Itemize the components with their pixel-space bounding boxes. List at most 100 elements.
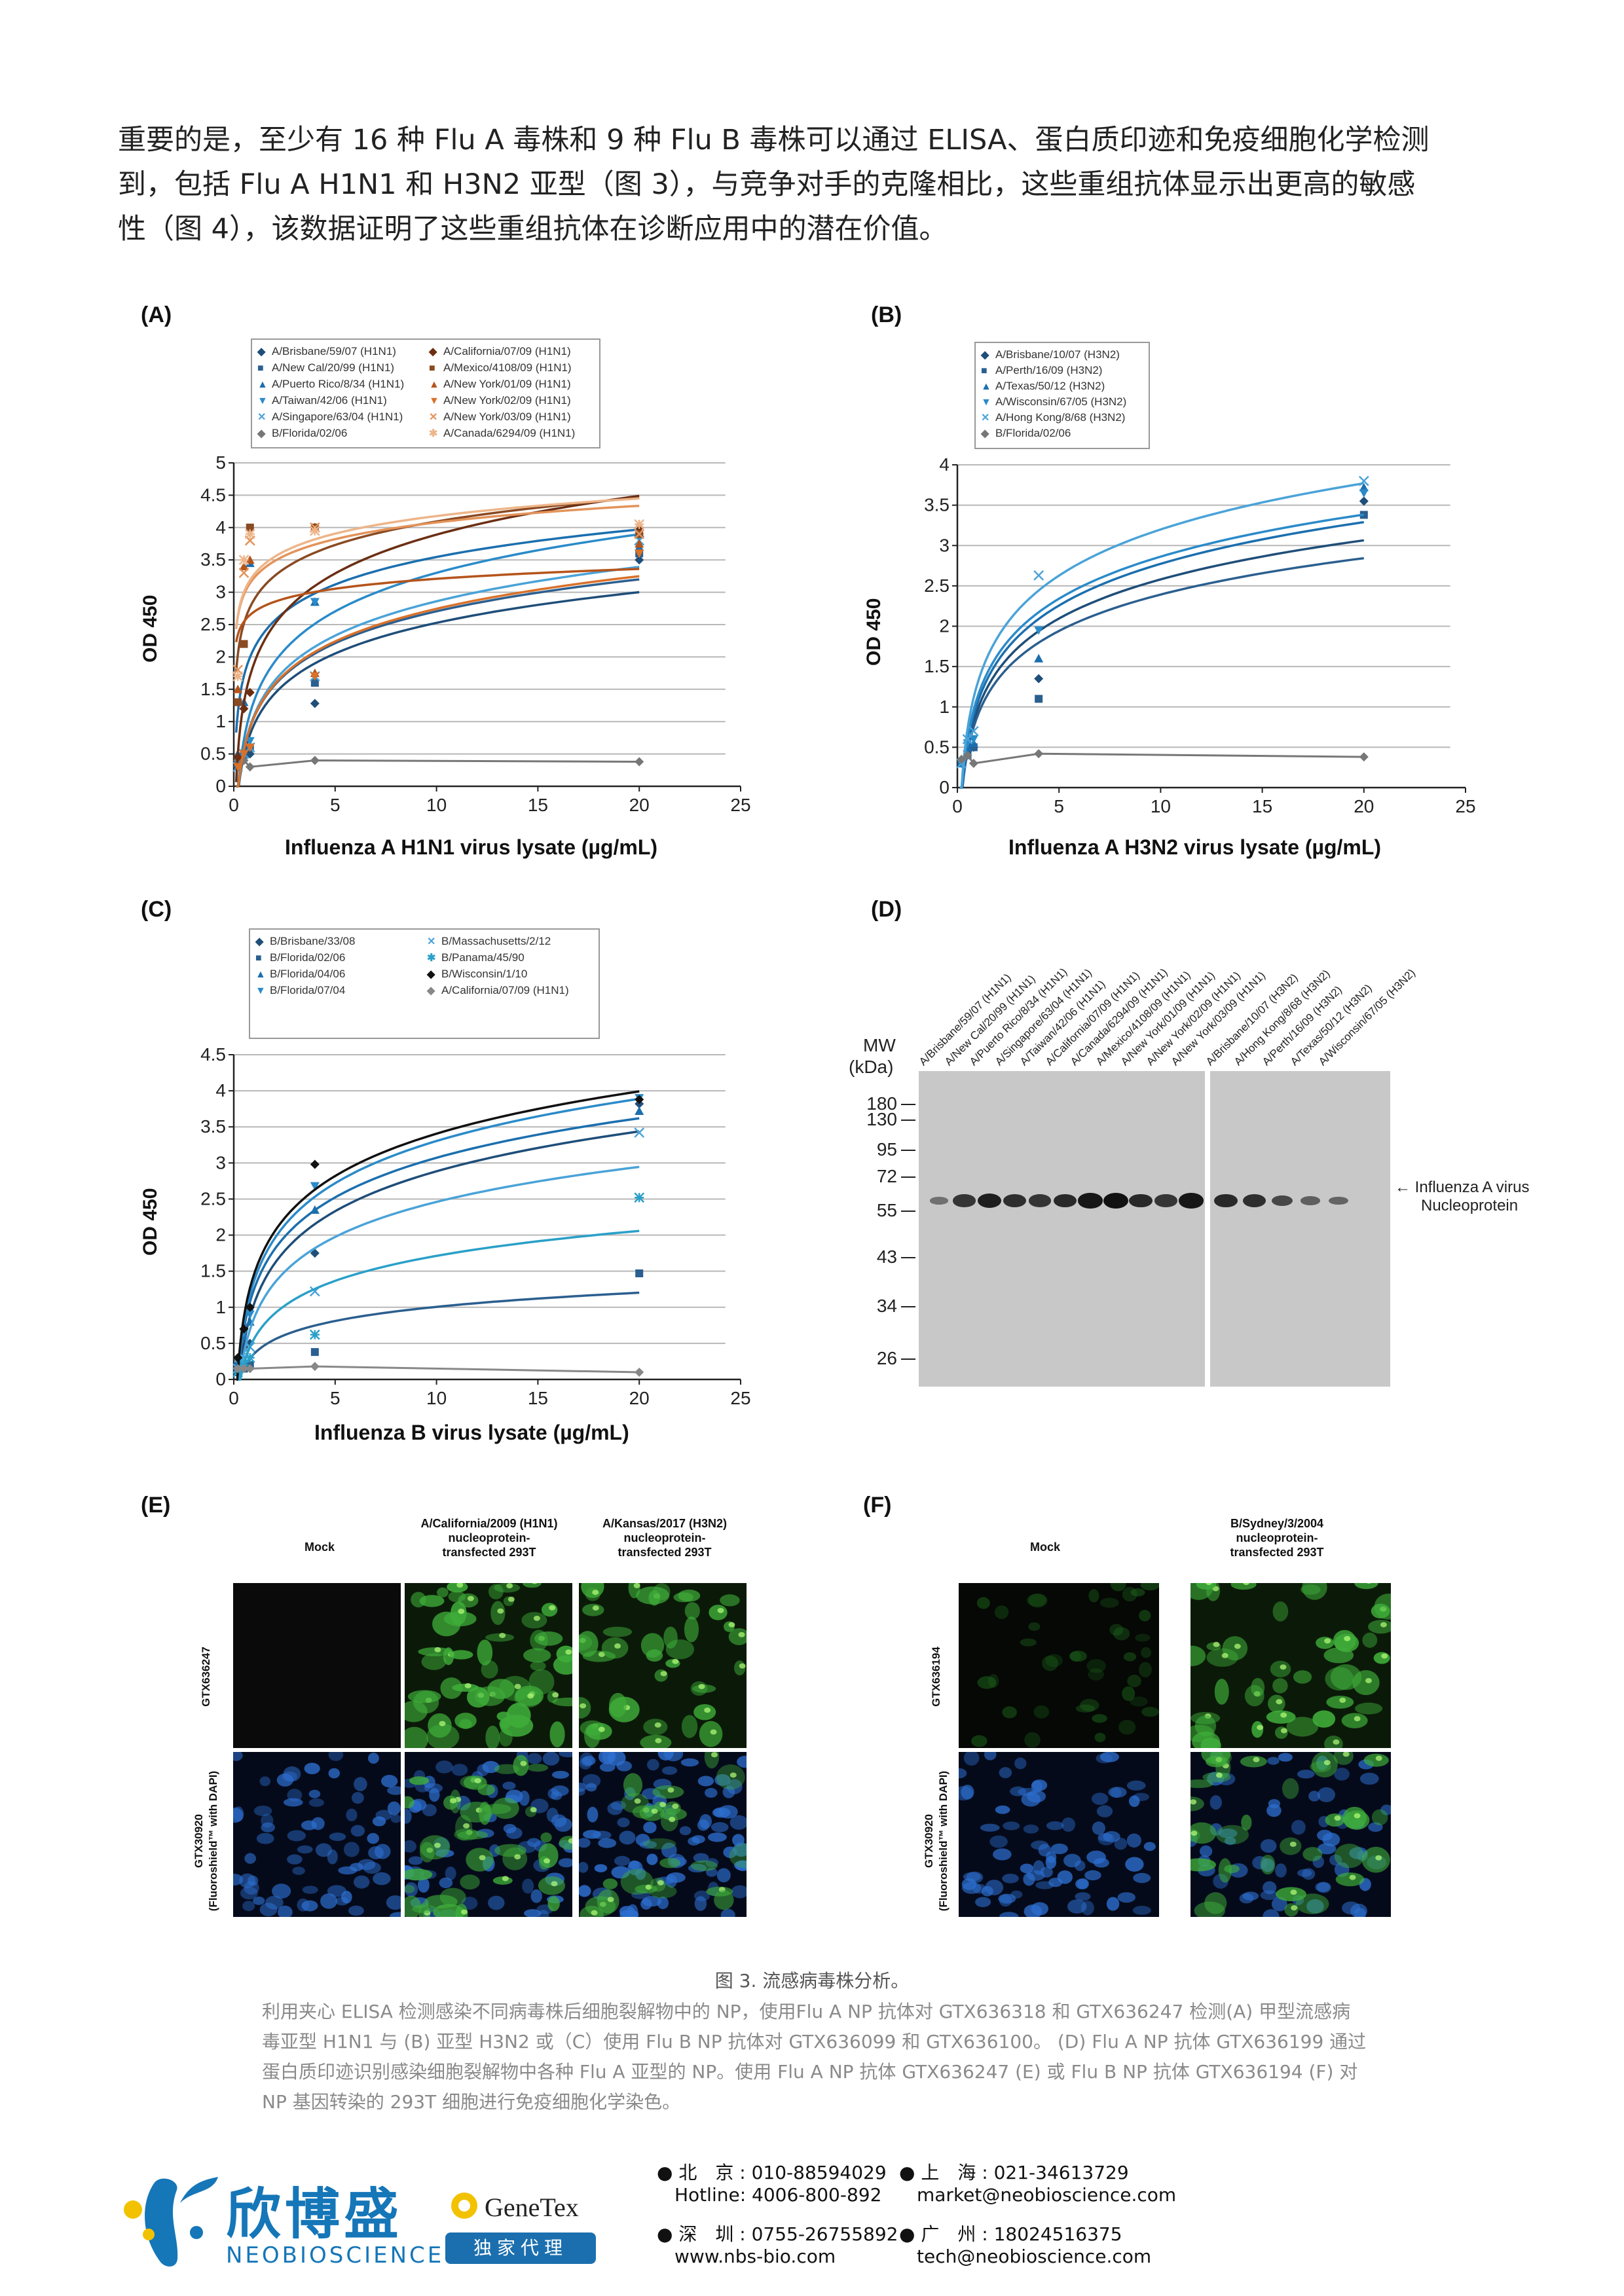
cell	[1096, 1753, 1113, 1764]
website-link[interactable]: www.nbs-bio.com	[674, 2246, 836, 2267]
cell	[705, 1858, 719, 1868]
legend-marker: ◆	[429, 346, 437, 357]
cell-highlight	[1280, 1712, 1287, 1718]
panel-label-c: (C)	[141, 897, 172, 922]
if-e-col-h1n1-line-2: nucleoprotein-	[448, 1531, 530, 1544]
legend-label: A/Hong Kong/8/68 (H3N2)	[995, 411, 1126, 424]
wb-marker-label: 55	[876, 1200, 897, 1220]
chart-c-series-line	[236, 1097, 640, 1381]
cell	[443, 1795, 458, 1810]
cell	[375, 1844, 391, 1859]
chart-b-data-point	[1033, 570, 1044, 581]
legend-item: ■ A/New Cal/20/99 (H1N1)	[257, 361, 394, 374]
cell	[1270, 1660, 1291, 1678]
cell-highlight	[1380, 1622, 1387, 1628]
cell-highlight	[479, 1855, 486, 1861]
cell	[1010, 1890, 1023, 1899]
cell	[381, 1775, 398, 1788]
chart-a-ytick-label: 3.5	[200, 549, 226, 570]
cell-highlight	[551, 1881, 558, 1887]
cell	[579, 1783, 587, 1792]
cell	[387, 1786, 401, 1795]
cell	[710, 1822, 729, 1832]
cell	[1329, 1854, 1342, 1866]
cell	[971, 1735, 987, 1747]
cell	[977, 1676, 997, 1689]
cell	[542, 1752, 560, 1766]
brand-name-en: NEOBIOSCIENCE	[226, 2242, 445, 2269]
wb-marker-label: 180	[866, 1093, 897, 1114]
cell	[494, 1844, 526, 1857]
cell-highlight	[1354, 1813, 1361, 1819]
email-tech-link[interactable]: tech@neobioscience.com	[917, 2246, 1152, 2267]
cell	[1114, 1837, 1128, 1850]
chart-a-data-point	[233, 763, 243, 772]
cell	[1275, 1863, 1287, 1878]
chart-b-ytick-label: 4	[939, 454, 950, 475]
chart-b-data-point	[1358, 475, 1369, 486]
cell-highlight	[1381, 1653, 1388, 1659]
cell	[523, 1583, 542, 1588]
legend-item: ✕ A/Hong Kong/8/68 (H3N2)	[981, 411, 1125, 424]
cell	[297, 1845, 313, 1854]
cell	[1363, 1753, 1389, 1767]
legend-item: ▲ A/New York/01/09 (H1N1)	[429, 378, 571, 391]
wb-band	[1300, 1196, 1321, 1205]
if-f-col-sydney-line-3: transfected 293T	[1230, 1546, 1324, 1559]
cell	[1218, 1828, 1238, 1838]
panel-label-a: (A)	[141, 302, 172, 327]
chart-c-ytick-label: 3.5	[200, 1116, 226, 1137]
cell	[1194, 1901, 1225, 1917]
chart-c-data-point	[239, 1324, 249, 1334]
chart-a-data-point	[234, 698, 242, 706]
legend-label: A/Canada/6294/09 (H1N1)	[443, 427, 576, 439]
chart-a-series-points	[232, 519, 645, 682]
cell	[1046, 1821, 1064, 1831]
chart-a-data-point	[635, 757, 644, 767]
cell	[1224, 1836, 1236, 1846]
panel-label-f: (F)	[863, 1493, 892, 1518]
cell	[1103, 1831, 1120, 1842]
chart-a-ytick-label: 1	[215, 711, 226, 731]
wb-marker-tick	[901, 1104, 915, 1105]
chart-b-xtick-label: 15	[1252, 796, 1272, 816]
cell-highlight	[514, 1854, 521, 1860]
cell-highlight	[659, 1802, 667, 1808]
legend-marker: ◆	[257, 428, 266, 439]
cell	[1284, 1903, 1299, 1917]
cell	[1334, 1844, 1365, 1868]
chart-c-ylabel: OD 450	[139, 1171, 162, 1256]
cell	[410, 1798, 427, 1811]
cell	[688, 1836, 700, 1846]
cell	[287, 1789, 303, 1802]
cell	[598, 1838, 617, 1848]
chart-c-series-points	[233, 1094, 644, 1366]
chart-c-data-point	[634, 1127, 645, 1138]
if-e-row-2-line-1: GTX30920	[193, 1813, 205, 1868]
if-f-row-2-line-2: (Fluoroshield™ with DAPI)	[937, 1770, 950, 1912]
legend-item: ✕ A/Singapore/63/04 (H1N1)	[257, 410, 403, 424]
chart-a-data-point	[310, 699, 320, 708]
legend-marker: ✕	[427, 936, 436, 947]
cell	[327, 1849, 338, 1865]
legend-item: ▲ A/Puerto Rico/8/34 (H1N1)	[257, 378, 404, 391]
cell	[579, 1838, 591, 1848]
if-f-sydney-dapi-image	[1190, 1752, 1391, 1917]
cell	[972, 1884, 987, 1894]
cell	[617, 1817, 630, 1828]
cell	[643, 1821, 657, 1834]
cell	[657, 1897, 669, 1910]
chart-c-ytick-label: 2.5	[200, 1188, 226, 1209]
cell	[558, 1858, 572, 1868]
cell	[693, 1853, 709, 1863]
cell	[636, 1586, 670, 1605]
cell-highlight	[592, 1590, 599, 1595]
cell	[551, 1791, 563, 1800]
cell	[1024, 1904, 1043, 1917]
cell	[417, 1877, 430, 1893]
legend-label: B/Florida/02/06	[270, 951, 346, 964]
email-market-link[interactable]: market@neobioscience.com	[917, 2184, 1177, 2206]
cell	[506, 1827, 523, 1839]
cell	[457, 1831, 489, 1840]
cell	[1272, 1601, 1289, 1622]
